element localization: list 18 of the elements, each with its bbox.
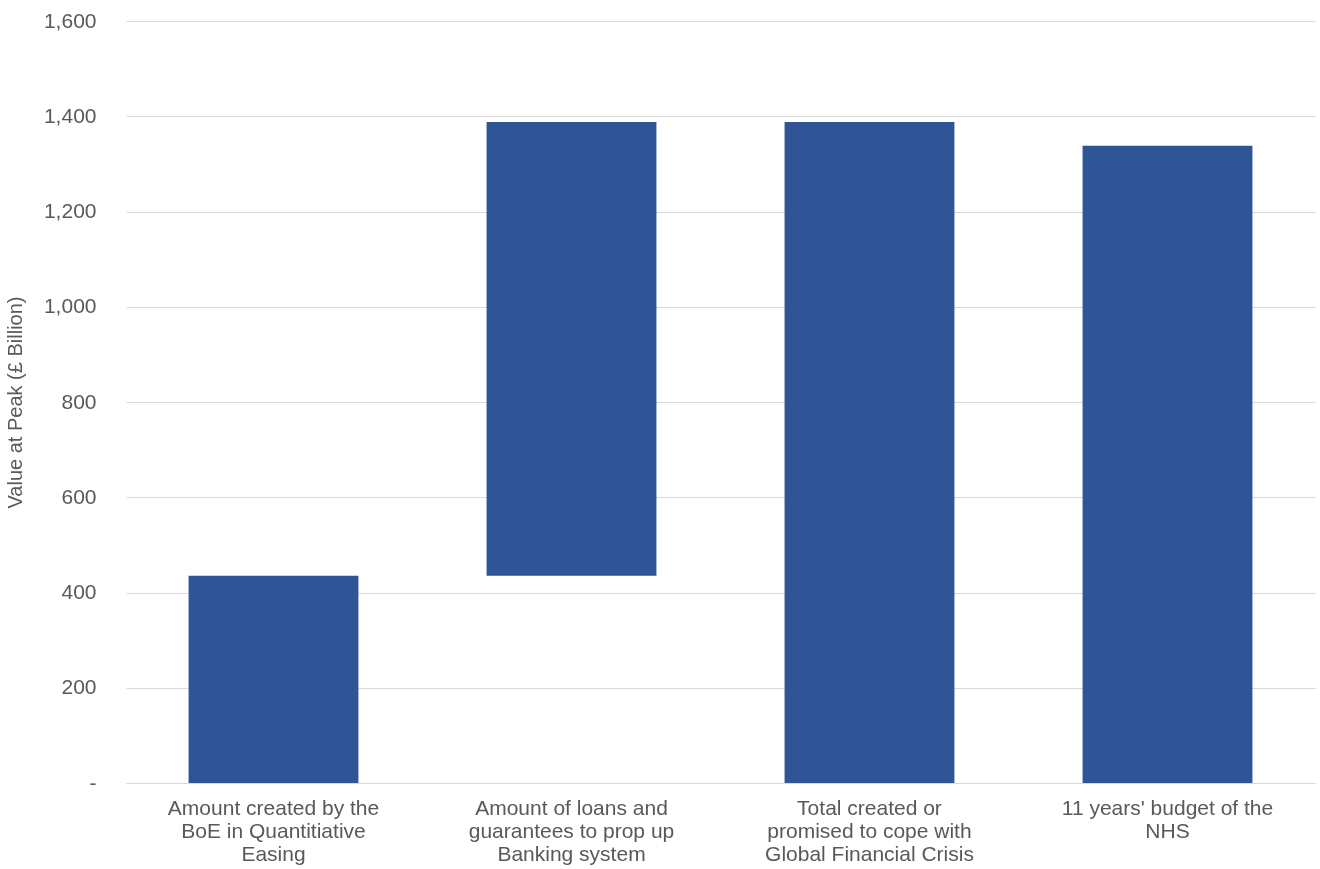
y-tick-label: 600 [61,484,97,508]
x-tick-label: Amount of loans and guarantees to prop up Banking system [468,795,675,865]
y-tick-label: 1,000 [43,294,97,318]
bar [1082,145,1253,783]
y-tick-label: 1,400 [43,103,97,127]
x-tick-label: Total created or promised to cope with Global Financial Crisis [765,795,974,865]
y-tick-label: - [89,770,97,794]
x-tick-label: Amount created by the BoE in Quantitiative Easing [167,795,380,865]
y-tick-label: 800 [61,389,97,413]
y-tick-label: 1,600 [43,8,97,32]
y-tick-label: 200 [61,675,97,699]
bar [486,121,657,576]
bar [784,121,955,783]
y-axis-title: Value at Peak (£ Billion) [3,296,26,509]
y-tick-label: 400 [61,580,97,603]
bar [188,575,359,783]
x-tick-label: 11 years' budget of the NHS [1061,795,1274,842]
y-tick-label: 1,200 [43,199,97,222]
